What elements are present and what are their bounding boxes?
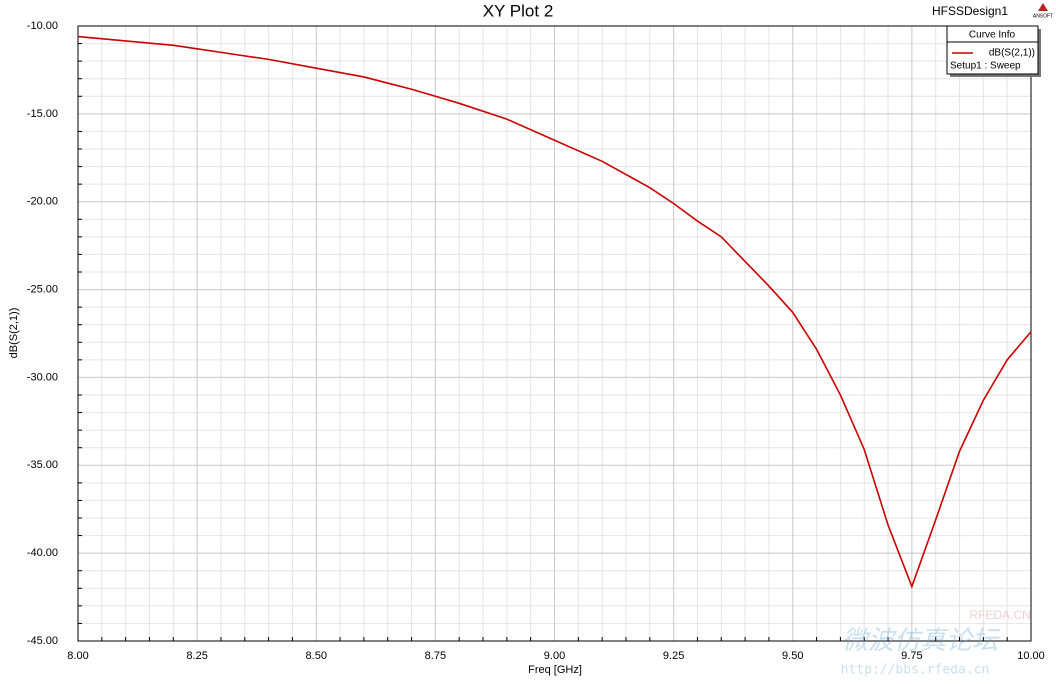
- logo-icon: [1038, 3, 1048, 11]
- x-tick-label: 8.50: [306, 650, 327, 662]
- data-line: [77, 35, 1032, 589]
- x-tick-label: 9.75: [901, 650, 922, 662]
- y-tick-label: -20.00: [27, 196, 58, 208]
- x-tick-label: 8.25: [186, 650, 207, 662]
- legend-title: Curve Info: [969, 30, 1016, 41]
- y-tick-label: -25.00: [27, 283, 58, 295]
- y-tick-label: -35.00: [27, 459, 58, 471]
- watermark: 微波仿真论坛 RFEDA.CN http://bbs.rfeda.cn: [841, 608, 1031, 677]
- y-tick-label: -15.00: [27, 108, 58, 120]
- y-tick-label: -40.00: [27, 547, 58, 559]
- x-tick-label: 8.75: [425, 650, 446, 662]
- watermark-text: http://bbs.rfeda.cn: [841, 663, 990, 678]
- y-tick-label: -10.00: [27, 20, 58, 32]
- x-axis-label: Freq [GHz]: [528, 664, 582, 676]
- design-name: HFSSDesign1: [932, 4, 1008, 18]
- x-tick-label: 9.25: [663, 650, 684, 662]
- chart-title: XY Plot 2: [483, 1, 554, 20]
- watermark-text: RFEDA.CN: [969, 608, 1030, 622]
- x-tick-label: 8.00: [67, 650, 88, 662]
- x-tick-label: 9.50: [782, 650, 803, 662]
- legend-box: [946, 25, 1039, 75]
- watermark-text: 微波仿真论坛: [842, 625, 1001, 655]
- plot-frame: [77, 25, 1032, 642]
- legend-label: dB(S(2,1)): [989, 48, 1035, 59]
- legend-subtitle: Setup1 : Sweep: [950, 61, 1021, 72]
- y-axis-label: dB(S(2,1)): [8, 308, 20, 359]
- y-tick-label: -45.00: [27, 635, 58, 647]
- x-tick-label: 9.00: [544, 650, 565, 662]
- logo: ANSOFT: [1033, 13, 1053, 19]
- x-tick-label: 10.00: [1017, 650, 1045, 662]
- legend: Curve Info dB(S(2,1)) Setup1 : Sweep: [946, 25, 1041, 77]
- y-tick-label: -30.00: [27, 371, 58, 383]
